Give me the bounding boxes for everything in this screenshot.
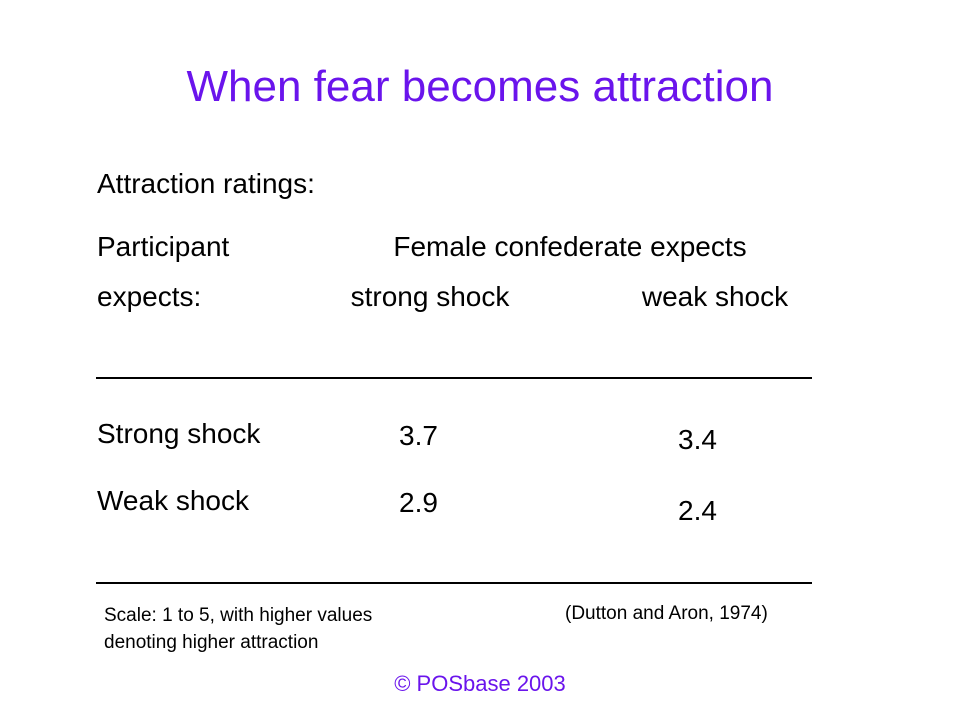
- cell-strong: 2.9: [399, 487, 438, 518]
- row-label: Strong shock: [97, 418, 261, 449]
- column-header-strong: strong shock: [350, 281, 510, 312]
- slide-title: When fear becomes attraction: [186, 62, 774, 111]
- citation: (Dutton and Aron, 1974): [565, 603, 768, 624]
- cell-strong: 3.7: [399, 420, 438, 451]
- scale-note-line1: Scale: 1 to 5, with higher values: [104, 605, 373, 626]
- top-rule: [96, 377, 812, 379]
- cell-weak: 3.4: [678, 424, 717, 455]
- column-group-header: Female confederate expects: [393, 231, 747, 262]
- column-header-weak: weak shock: [641, 281, 789, 312]
- row-label: Weak shock: [97, 485, 249, 516]
- row-header-line2: expects:: [97, 281, 202, 312]
- cell-weak: 2.4: [678, 495, 717, 526]
- scale-note-line2: denoting higher attraction: [104, 632, 319, 653]
- row-header-line1: Participant: [97, 231, 230, 262]
- footer-copyright: © POSbase 2003: [394, 671, 566, 696]
- bottom-rule: [96, 582, 812, 584]
- subtitle: Attraction ratings:: [97, 168, 315, 199]
